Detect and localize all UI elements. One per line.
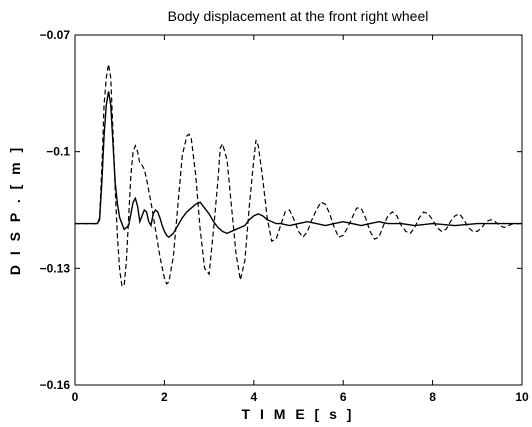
series-line-solid (75, 91, 522, 239)
y-tick-label: −0.13 (40, 261, 71, 275)
y-tick-label: −0.16 (40, 378, 71, 392)
x-tick-label: 10 (515, 390, 529, 404)
plot-frame (74, 34, 523, 386)
y-tick-label: −0.07 (40, 28, 71, 42)
y-tick-label: −0.1 (46, 145, 70, 159)
x-tick-label: 6 (340, 390, 347, 404)
x-tick-label: 4 (250, 390, 257, 404)
plot-area (75, 64, 522, 287)
y-axis-label: D I S P . [ m ] (7, 145, 23, 275)
x-tick-label: 2 (161, 390, 168, 404)
chart-title: Body displacement at the front right whe… (168, 8, 429, 24)
axis-ticks: 0 2 4 6 8 10 −0.16 −0.13 −0.1 −0.07 (40, 28, 529, 404)
x-tick-label: 8 (429, 390, 436, 404)
series-line-dashed (75, 64, 522, 287)
x-axis-label: T I M E [ s ] (242, 406, 355, 422)
x-tick-label: 0 (72, 390, 79, 404)
